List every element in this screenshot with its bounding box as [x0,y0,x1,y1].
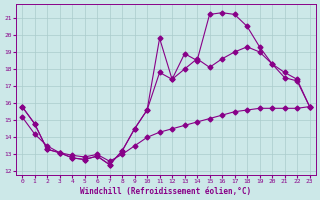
X-axis label: Windchill (Refroidissement éolien,°C): Windchill (Refroidissement éolien,°C) [80,187,252,196]
